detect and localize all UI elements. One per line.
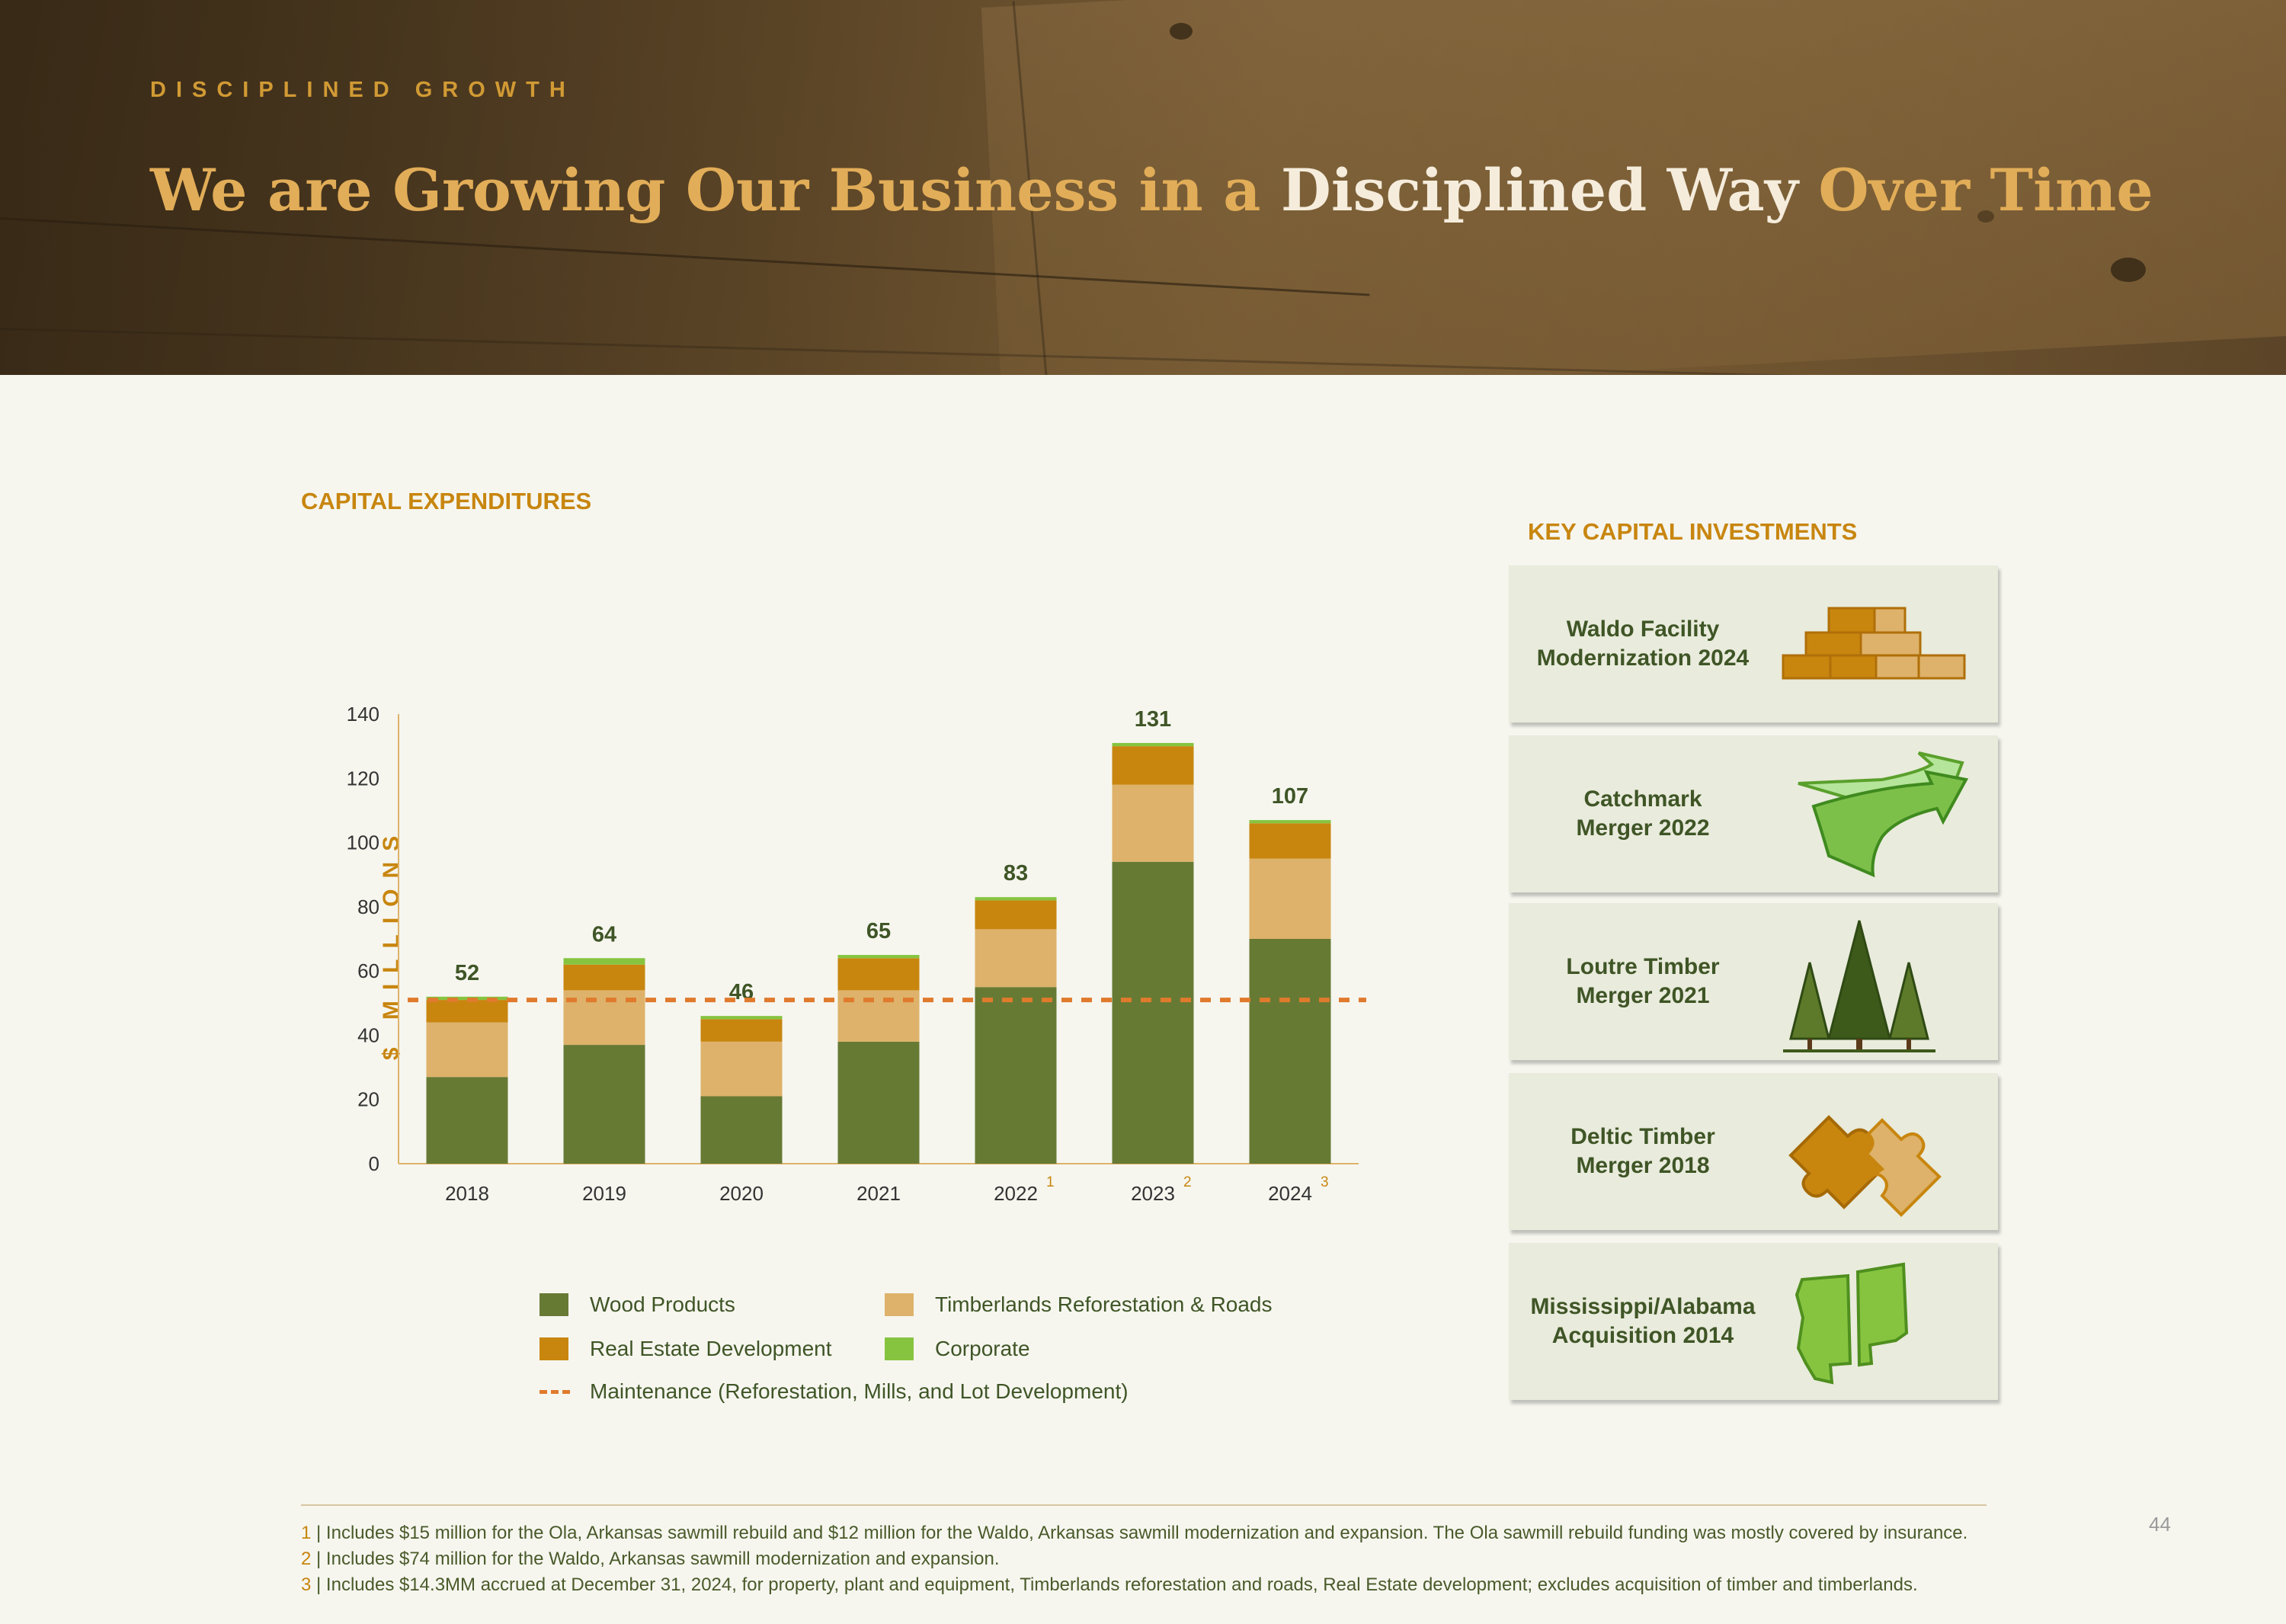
bar-segment <box>975 897 1057 901</box>
investment-label: Catchmark Merger 2022 <box>1576 786 1710 841</box>
bar-segment <box>426 1077 508 1164</box>
x-tick-label: 2021 <box>856 1182 901 1205</box>
bar-segment <box>837 955 920 959</box>
footnote-divider <box>301 1504 1987 1506</box>
bar-segment <box>975 929 1057 988</box>
bar-segment <box>837 958 920 991</box>
bar-segment <box>700 1016 783 1020</box>
x-tick-label: 2024 <box>1268 1182 1312 1205</box>
investment-card-deltic: Deltic Timber Merger 2018 <box>1509 1073 1998 1230</box>
title-part-2: Disciplined Way <box>1280 156 1798 224</box>
x-tick-footnote-mark: 2 <box>1183 1174 1192 1190</box>
footnote-1: 1 | Includes $15 million for the Ola, Ar… <box>301 1523 1967 1544</box>
footnote-text: | Includes $15 million for the Ola, Arka… <box>311 1523 1968 1543</box>
y-tick-label: 100 <box>347 831 379 854</box>
bar-segment <box>700 1041 783 1097</box>
legend-label-maintenance: Maintenance (Reforestation, Mills, and L… <box>590 1379 1129 1403</box>
bar-segment <box>700 1019 783 1042</box>
y-tick-label: 120 <box>347 767 379 790</box>
bar-segment <box>563 958 645 965</box>
bar-segment <box>426 1000 508 1023</box>
y-tick-label: 40 <box>357 1023 379 1046</box>
x-tick-label: 2018 <box>445 1182 489 1205</box>
footnote-text: | Includes $74 million for the Waldo, Ar… <box>311 1549 1000 1569</box>
bar-total-label: 52 <box>455 961 479 985</box>
bar-segment <box>563 964 645 991</box>
y-tick-label: 60 <box>357 959 379 982</box>
investment-card-catchmark: Catchmark Merger 2022 <box>1509 735 1998 892</box>
x-tick-label: 2022 <box>994 1182 1038 1205</box>
bar-total-label: 64 <box>592 922 616 947</box>
bar-segment <box>837 1041 920 1164</box>
legend-label-wood: Wood Products <box>590 1292 735 1316</box>
pine-trees-icon <box>1783 920 1935 1052</box>
footnote-number: 3 <box>301 1574 312 1595</box>
bar-segment <box>1249 823 1331 859</box>
bar-segment <box>1249 939 1331 1164</box>
bar-segment <box>1249 858 1331 939</box>
investment-label: Waldo Facility Modernization 2024 <box>1536 617 1750 671</box>
footnote-3: 3 | Includes $14.3MM accrued at December… <box>301 1574 1918 1596</box>
legend-label-timber: Timberlands Reforestation & Roads <box>935 1292 1273 1316</box>
footnote-number: 1 <box>301 1523 312 1543</box>
bar-segment <box>975 900 1057 930</box>
bar-segment <box>700 1096 783 1164</box>
investment-card-waldo: Waldo Facility Modernization 2024 <box>1509 565 1998 722</box>
state-map-icon <box>1795 1262 1909 1385</box>
legend-item-wood-products: Wood Products <box>539 1292 735 1317</box>
investment-card-loutre: Loutre Timber Merger 2021 <box>1509 903 1998 1060</box>
page-title: We are Growing Our Business in a Discipl… <box>150 156 2153 224</box>
puzzle-pieces-icon <box>1788 1115 1942 1217</box>
legend-swatch-wood <box>539 1293 568 1316</box>
bar-segment <box>426 1022 508 1078</box>
investment-label: Loutre Timber Merger 2021 <box>1566 954 1720 1008</box>
bar-segment <box>1112 742 1194 747</box>
bar-total-label: 131 <box>1135 707 1171 732</box>
legend-label-realestate: Real Estate Development <box>590 1337 832 1360</box>
bar-segment <box>975 987 1057 1164</box>
legend-item-timberlands: Timberlands Reforestation & Roads <box>885 1292 1273 1317</box>
legend-swatch-corporate <box>885 1337 914 1360</box>
x-tick-footnote-mark: 3 <box>1321 1174 1329 1190</box>
footnote-number: 2 <box>301 1549 312 1569</box>
bar-total-label: 83 <box>1004 861 1028 886</box>
title-part-3: Over Time <box>1798 156 2153 224</box>
legend-item-maintenance: Maintenance (Reforestation, Mills, and L… <box>539 1379 1129 1404</box>
key-investments-title: KEY CAPITAL INVESTMENTS <box>1528 518 1858 545</box>
bar-segment <box>563 1045 645 1164</box>
bar-segment <box>1112 784 1194 862</box>
x-tick-footnote-mark: 1 <box>1046 1174 1055 1190</box>
legend-swatch-realestate <box>539 1337 568 1360</box>
x-tick-label: 2019 <box>582 1182 626 1205</box>
curved-arrow-icon <box>1798 751 1969 878</box>
bar-total-label: 107 <box>1272 784 1308 809</box>
section-kicker: DISCIPLINED GROWTH <box>150 78 575 102</box>
legend-swatch-timber <box>885 1293 914 1316</box>
bar-segment <box>1249 820 1331 824</box>
investment-card-ms-al: Mississippi/Alabama Acquisition 2014 <box>1509 1243 1998 1400</box>
bar-segment <box>1112 861 1194 1164</box>
y-tick-label: 20 <box>357 1088 379 1111</box>
page-number: 44 <box>2149 1513 2171 1536</box>
footnote-text: | Includes $14.3MM accrued at December 3… <box>311 1574 1918 1595</box>
investment-label: Deltic Timber Merger 2018 <box>1570 1124 1715 1178</box>
legend-item-real-estate: Real Estate Development <box>539 1337 832 1361</box>
x-tick-label: 2023 <box>1131 1182 1175 1205</box>
y-tick-label: 80 <box>357 895 379 918</box>
bar-total-label: 65 <box>866 919 891 943</box>
legend-item-corporate: Corporate <box>885 1337 1030 1361</box>
legend-label-corporate: Corporate <box>935 1337 1030 1360</box>
x-tick-label: 2020 <box>719 1182 764 1205</box>
lumber-stack-icon <box>1782 607 1966 680</box>
y-tick-label: 0 <box>369 1152 379 1175</box>
legend-dash-maintenance <box>539 1389 570 1394</box>
bar-segment <box>1112 746 1194 785</box>
title-part-1: We are Growing Our Business in a <box>150 156 1281 224</box>
header-banner: DISCIPLINED GROWTH We are Growing Our Bu… <box>0 0 2286 375</box>
capex-title: CAPITAL EXPENDITURES <box>301 488 592 514</box>
y-tick-label: 140 <box>347 703 379 726</box>
investment-label: Mississippi/Alabama Acquisition 2014 <box>1530 1294 1756 1348</box>
footnote-2: 2 | Includes $74 million for the Waldo, … <box>301 1549 1000 1570</box>
